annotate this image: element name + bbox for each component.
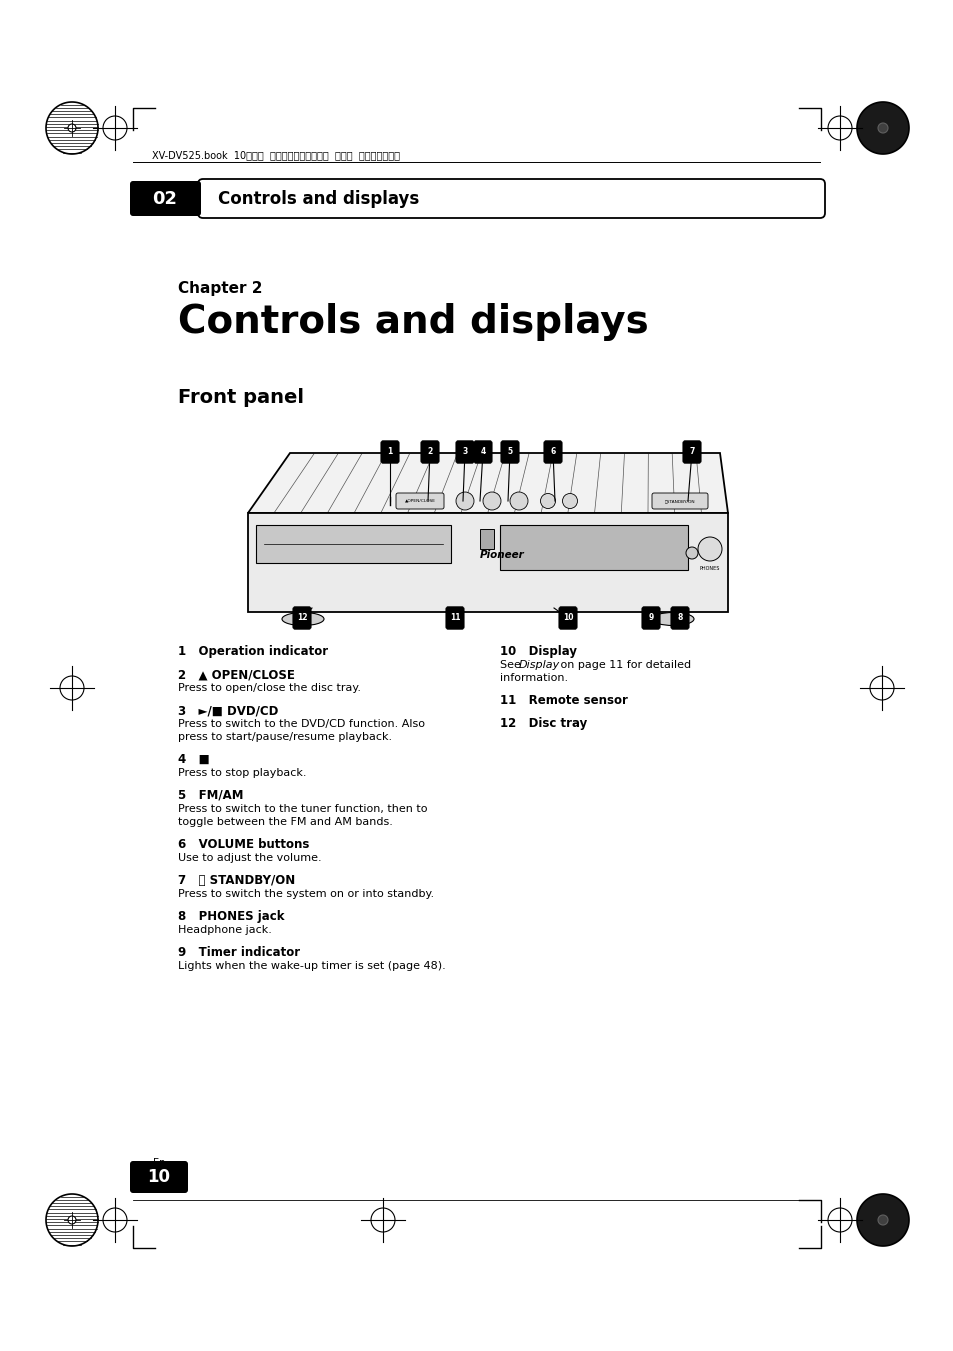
Text: ⏻STANDBY/ON: ⏻STANDBY/ON <box>664 499 695 503</box>
Text: 5   FM/AM: 5 FM/AM <box>178 789 243 802</box>
FancyBboxPatch shape <box>130 181 201 216</box>
Ellipse shape <box>651 612 693 626</box>
FancyBboxPatch shape <box>130 1161 188 1193</box>
FancyBboxPatch shape <box>456 440 474 463</box>
FancyBboxPatch shape <box>558 607 577 630</box>
Text: 9   Timer indicator: 9 Timer indicator <box>178 946 300 959</box>
Text: 1   Operation indicator: 1 Operation indicator <box>178 644 328 658</box>
Text: Press to open/close the disc tray.: Press to open/close the disc tray. <box>178 684 360 693</box>
Text: on page 11 for detailed: on page 11 for detailed <box>557 661 690 670</box>
FancyBboxPatch shape <box>395 493 443 509</box>
FancyBboxPatch shape <box>651 493 707 509</box>
Text: 6: 6 <box>550 447 555 457</box>
Text: 10   Display: 10 Display <box>499 644 577 658</box>
Bar <box>248 513 727 612</box>
FancyBboxPatch shape <box>293 607 311 630</box>
Text: ▲OPEN/CLOSE: ▲OPEN/CLOSE <box>404 499 435 503</box>
Text: 12: 12 <box>296 613 307 623</box>
Text: 7: 7 <box>689 447 694 457</box>
FancyBboxPatch shape <box>445 607 464 630</box>
Text: Front panel: Front panel <box>178 388 304 407</box>
Text: toggle between the FM and AM bands.: toggle between the FM and AM bands. <box>178 817 393 827</box>
Text: press to start/pause/resume playback.: press to start/pause/resume playback. <box>178 732 392 742</box>
Bar <box>479 530 494 549</box>
Polygon shape <box>46 101 98 154</box>
Text: 2   ▲ OPEN/CLOSE: 2 ▲ OPEN/CLOSE <box>178 667 294 681</box>
Polygon shape <box>248 453 727 513</box>
FancyBboxPatch shape <box>500 440 518 463</box>
FancyBboxPatch shape <box>474 440 492 463</box>
FancyBboxPatch shape <box>198 178 824 218</box>
Ellipse shape <box>282 612 324 626</box>
Text: Pioneer: Pioneer <box>479 550 524 561</box>
Text: 12   Disc tray: 12 Disc tray <box>499 717 587 730</box>
Bar <box>499 526 687 570</box>
Text: 7   ⏻ STANDBY/ON: 7 ⏻ STANDBY/ON <box>178 874 294 888</box>
Text: 10: 10 <box>562 613 573 623</box>
FancyBboxPatch shape <box>380 440 399 463</box>
Text: Press to switch to the tuner function, then to: Press to switch to the tuner function, t… <box>178 804 427 815</box>
Text: Use to adjust the volume.: Use to adjust the volume. <box>178 852 321 863</box>
Circle shape <box>68 124 76 132</box>
Text: 11: 11 <box>449 613 459 623</box>
Text: information.: information. <box>499 673 568 684</box>
Polygon shape <box>856 101 908 154</box>
Text: Press to switch to the DVD/CD function. Also: Press to switch to the DVD/CD function. … <box>178 719 424 730</box>
Bar <box>255 526 451 563</box>
Text: 9: 9 <box>648 613 653 623</box>
FancyBboxPatch shape <box>420 440 438 463</box>
Text: Lights when the wake-up timer is set (page 48).: Lights when the wake-up timer is set (pa… <box>178 961 445 971</box>
Text: 10: 10 <box>148 1169 171 1186</box>
Text: 8   PHONES jack: 8 PHONES jack <box>178 911 284 923</box>
Text: 6   VOLUME buttons: 6 VOLUME buttons <box>178 838 309 851</box>
Circle shape <box>877 1215 887 1225</box>
Text: 11   Remote sensor: 11 Remote sensor <box>499 694 627 707</box>
Circle shape <box>877 123 887 132</box>
Text: XV-DV525.book  10ページ  ２００４年２月１８日  水曜日  午後２時２９分: XV-DV525.book 10ページ ２００４年２月１８日 水曜日 午後２時２… <box>152 150 399 159</box>
Circle shape <box>456 492 474 509</box>
FancyBboxPatch shape <box>682 440 700 463</box>
Text: Press to stop playback.: Press to stop playback. <box>178 767 306 778</box>
Polygon shape <box>856 1194 908 1246</box>
Circle shape <box>685 547 698 559</box>
Text: 3: 3 <box>462 447 467 457</box>
Text: 02: 02 <box>152 189 177 208</box>
FancyBboxPatch shape <box>543 440 561 463</box>
Text: See: See <box>499 661 524 670</box>
Circle shape <box>482 492 500 509</box>
Text: 1: 1 <box>387 447 393 457</box>
Polygon shape <box>46 1194 98 1246</box>
Text: Chapter 2: Chapter 2 <box>178 281 262 296</box>
Text: Controls and displays: Controls and displays <box>178 303 648 340</box>
Text: Headphone jack.: Headphone jack. <box>178 925 272 935</box>
Text: En: En <box>152 1158 165 1169</box>
Text: Controls and displays: Controls and displays <box>218 189 418 208</box>
Circle shape <box>540 493 555 508</box>
Circle shape <box>68 1216 76 1224</box>
FancyBboxPatch shape <box>641 607 659 630</box>
Text: 2: 2 <box>427 447 432 457</box>
Text: 3   ►/■ DVD/CD: 3 ►/■ DVD/CD <box>178 704 278 717</box>
FancyBboxPatch shape <box>670 607 688 630</box>
Text: 4   ■: 4 ■ <box>178 753 210 766</box>
Circle shape <box>510 492 527 509</box>
Circle shape <box>562 493 577 508</box>
Text: PHONES: PHONES <box>700 566 720 571</box>
Text: 4: 4 <box>480 447 485 457</box>
Text: 5: 5 <box>507 447 512 457</box>
Circle shape <box>698 536 721 561</box>
Text: 8: 8 <box>677 613 682 623</box>
Text: Display: Display <box>518 661 559 670</box>
Text: Press to switch the system on or into standby.: Press to switch the system on or into st… <box>178 889 434 898</box>
